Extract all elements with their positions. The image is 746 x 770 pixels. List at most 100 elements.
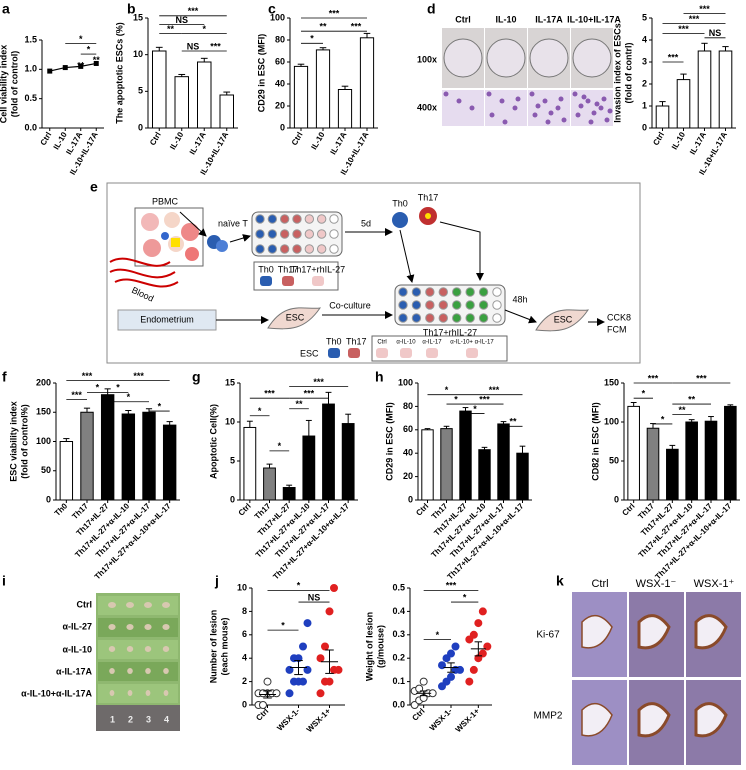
tube	[260, 276, 272, 286]
cell-nucleus	[425, 213, 431, 219]
lesion	[108, 646, 116, 652]
well	[267, 214, 278, 224]
y-tick-label: 1.5	[24, 34, 37, 44]
well	[452, 300, 462, 310]
x-tick-label: Ctrl	[254, 707, 270, 723]
label: Th0	[326, 336, 342, 346]
bar	[478, 449, 491, 501]
row-strip	[98, 596, 178, 615]
panel-letter: c	[268, 1, 276, 17]
bar	[704, 420, 718, 501]
bar	[293, 65, 309, 129]
bar	[121, 413, 136, 501]
well	[267, 244, 278, 254]
label: Th17	[278, 264, 299, 274]
arrow	[504, 309, 537, 324]
well	[329, 229, 339, 239]
x-tick-label: Ctrl	[651, 131, 666, 147]
lesion	[145, 668, 151, 674]
well	[452, 313, 462, 323]
significance-label: *	[278, 441, 282, 451]
label: CCK8	[607, 312, 631, 322]
significance-label: *	[96, 383, 100, 393]
bar	[219, 94, 234, 129]
y-tick-label: 60	[403, 424, 413, 434]
lesion	[127, 690, 133, 696]
well	[478, 313, 489, 323]
gland	[694, 702, 728, 738]
point	[272, 689, 281, 698]
ruler-label: 2	[128, 714, 133, 724]
y-axis-label: Weight of lesion	[364, 612, 374, 681]
dish	[572, 38, 612, 78]
row-label: α-IL-10+α-IL-17A	[21, 688, 92, 698]
label: FCM	[607, 324, 627, 334]
point	[263, 677, 272, 686]
point	[334, 665, 343, 674]
significance-label: *	[158, 401, 162, 411]
label: Th17+rhIL-27	[291, 264, 345, 274]
plate	[251, 211, 343, 257]
significance-label: *	[642, 389, 646, 399]
dish	[443, 38, 483, 78]
gland	[581, 702, 613, 737]
y-axis-label: (g/mouse)	[375, 625, 385, 668]
point	[451, 642, 460, 651]
well	[304, 244, 315, 254]
well	[316, 229, 327, 239]
y-axis-label: (fold of control%)	[19, 404, 29, 478]
well	[279, 244, 290, 254]
label: Co-culture	[329, 300, 371, 310]
significance-label: *	[297, 581, 301, 591]
y-tick-label: 10	[133, 49, 143, 59]
tube	[348, 348, 360, 358]
well	[425, 300, 435, 310]
significance-label: ***	[699, 4, 710, 14]
y-tick-label: 0	[642, 122, 647, 132]
cells	[555, 105, 561, 111]
significance-label: *	[454, 394, 458, 404]
arrow	[179, 211, 207, 237]
well	[304, 229, 315, 239]
lesion	[144, 624, 152, 630]
bar	[627, 405, 640, 501]
plate-body	[394, 284, 506, 326]
well	[329, 214, 339, 224]
well	[465, 300, 475, 310]
cells	[456, 98, 462, 104]
bar	[197, 61, 212, 129]
tube	[466, 348, 478, 358]
panel-letter: d	[427, 1, 436, 17]
gland	[637, 702, 671, 738]
significance-label: *	[310, 34, 314, 44]
lesion	[144, 646, 152, 652]
significance-label: **	[93, 55, 101, 65]
significance-label: ***	[489, 385, 500, 395]
histology-images	[572, 592, 741, 765]
column-label: IL-10+IL-17A	[567, 14, 621, 24]
well	[329, 244, 339, 254]
cells	[578, 103, 584, 109]
significance-label: ***	[133, 371, 144, 381]
cells	[535, 103, 541, 109]
label: ESC	[300, 348, 319, 358]
label: Endometrium	[140, 314, 194, 324]
significance-label: ***	[696, 373, 707, 383]
y-tick-label: 0	[138, 122, 143, 132]
point	[478, 649, 487, 658]
ruler-label: 4	[164, 714, 169, 724]
cell	[392, 212, 408, 228]
cells	[594, 101, 600, 107]
cells	[575, 112, 581, 118]
significance-label: *	[463, 592, 467, 602]
label: 48h	[512, 294, 527, 304]
arrow	[439, 221, 484, 281]
point	[415, 684, 424, 693]
bar	[337, 89, 353, 129]
lesion	[108, 602, 116, 608]
y-axis-label: ESC viability index	[8, 401, 18, 482]
well	[292, 214, 302, 224]
y-tick-label: 5	[230, 455, 235, 465]
cells	[502, 119, 508, 125]
